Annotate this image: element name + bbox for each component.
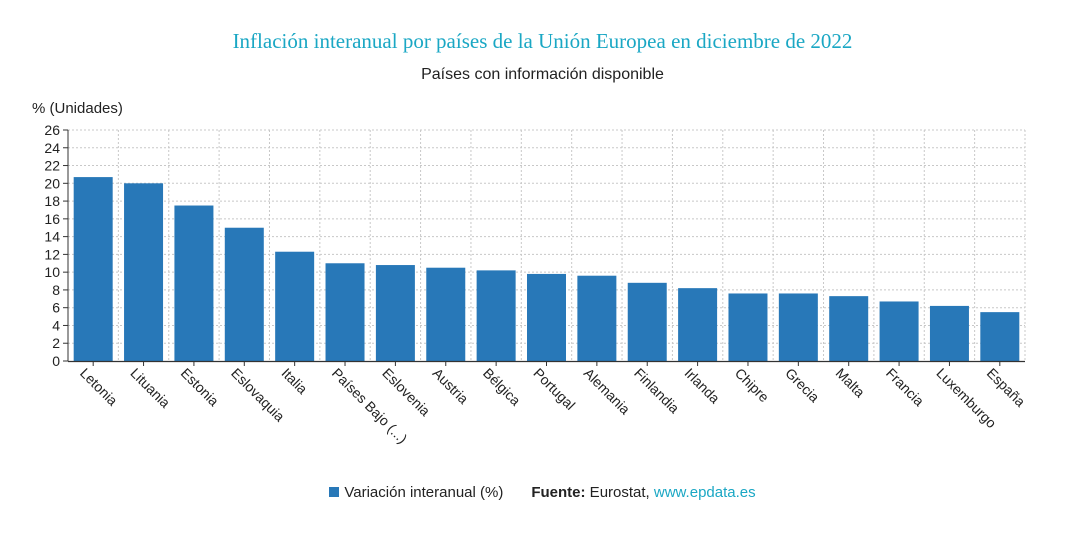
y-tick-label: 18 xyxy=(44,193,60,209)
x-tick-label: Italia xyxy=(279,365,311,397)
bar-7 xyxy=(375,265,415,361)
x-tick-label: Letonia xyxy=(77,365,121,409)
y-tick-label: 14 xyxy=(44,229,60,245)
source-note: Fuente: Eurostat, www.epdata.es xyxy=(531,484,755,501)
bar-1 xyxy=(73,177,113,361)
x-tick-label: Bélgica xyxy=(480,365,524,409)
y-tick-label: 22 xyxy=(44,158,60,174)
y-tick-label: 2 xyxy=(52,335,60,351)
bar-12 xyxy=(627,282,667,361)
x-tick-label: Portugal xyxy=(530,365,578,413)
legend-swatch xyxy=(329,487,340,497)
x-tick-label: Estonia xyxy=(178,365,222,409)
bar-19 xyxy=(980,312,1020,361)
source-text: Eurostat, xyxy=(585,484,654,501)
bar-16 xyxy=(829,296,869,361)
source-label: Fuente: xyxy=(531,484,586,501)
y-tick-label: 20 xyxy=(44,175,60,191)
bar-6 xyxy=(325,263,365,361)
bar-2 xyxy=(124,183,164,361)
bar-5 xyxy=(275,251,315,361)
bar-3 xyxy=(174,205,214,361)
y-tick-label: 16 xyxy=(44,211,60,227)
y-tick-label: 10 xyxy=(44,264,60,280)
bar-18 xyxy=(929,305,969,361)
x-tick-label: Irlanda xyxy=(681,365,723,407)
y-tick-label: 26 xyxy=(44,122,60,138)
x-tick-label: Alemania xyxy=(581,365,634,418)
y-tick-label: 4 xyxy=(52,317,60,333)
y-tick-label: 6 xyxy=(52,300,60,316)
chart-subtitle: Países con información disponible xyxy=(421,66,664,83)
bar-8 xyxy=(426,267,466,361)
y-tick-label: 0 xyxy=(52,353,60,369)
legend: Variación interanual (%) Fuente: Eurostat… xyxy=(0,484,1085,501)
bar-11 xyxy=(577,275,617,361)
bar-13 xyxy=(678,288,718,361)
bar-14 xyxy=(728,293,768,361)
bar-10 xyxy=(527,273,566,361)
x-tick-label: Chipre xyxy=(732,365,773,406)
x-tick-label: Grecia xyxy=(782,365,823,406)
bar-17 xyxy=(879,301,919,361)
y-axis-label: % (Unidades) xyxy=(32,100,123,117)
x-tick-label: Eslovaquia xyxy=(228,365,288,425)
bar-15 xyxy=(778,293,818,361)
y-tick-label: 24 xyxy=(44,140,60,156)
x-tick-label: Malta xyxy=(833,365,869,401)
x-tick-label: España xyxy=(984,365,1029,410)
legend-series-label: Variación interanual (%) xyxy=(344,484,504,501)
x-tick-label: Austria xyxy=(430,365,472,407)
bar-9 xyxy=(476,270,516,361)
y-tick-label: 12 xyxy=(44,246,60,262)
source-link[interactable]: www.epdata.es xyxy=(653,484,756,501)
chart-title: Inflación interanual por países de la Un… xyxy=(232,29,853,53)
x-tick-label: Lituania xyxy=(127,365,173,411)
bar-4 xyxy=(224,227,264,361)
y-tick-label: 8 xyxy=(52,282,60,298)
x-tick-label: Francia xyxy=(883,365,927,409)
x-tick-label: Finlandia xyxy=(631,365,683,417)
